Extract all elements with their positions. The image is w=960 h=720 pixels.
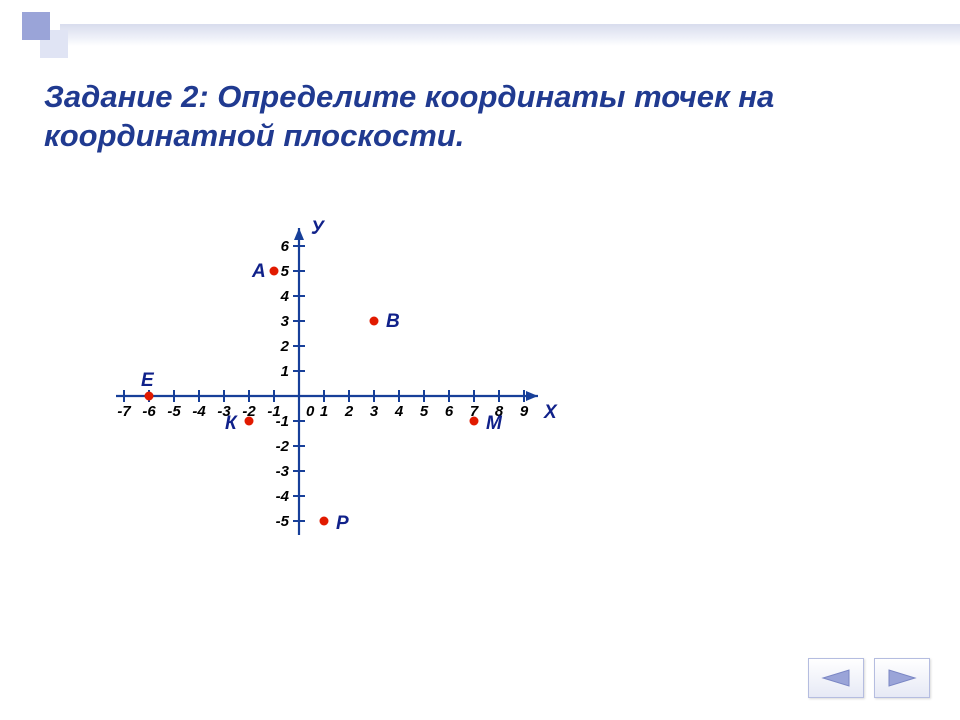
svg-text:M: M	[486, 413, 503, 434]
svg-text:P: P	[336, 513, 349, 534]
svg-text:6: 6	[445, 403, 454, 420]
svg-text:4: 4	[280, 288, 290, 305]
svg-text:5: 5	[281, 263, 290, 280]
next-button[interactable]	[874, 658, 930, 698]
svg-text:4: 4	[394, 403, 404, 420]
svg-text:5: 5	[420, 403, 429, 420]
svg-text:-5: -5	[167, 403, 181, 420]
slide-title: Задание 2: Определите координаты точек н…	[44, 78, 916, 156]
svg-text:2: 2	[344, 403, 354, 420]
svg-text:3: 3	[370, 403, 379, 420]
svg-text:-4: -4	[276, 488, 290, 505]
svg-text:3: 3	[281, 313, 290, 330]
chart-svg: -7-6-5-4-3-2-11234567890-5-4-3-2-1123456…	[92, 170, 592, 600]
svg-text:-3: -3	[276, 463, 290, 480]
svg-text:9: 9	[520, 403, 529, 420]
coordinate-plane-chart: -7-6-5-4-3-2-11234567890-5-4-3-2-1123456…	[92, 170, 592, 600]
svg-text:1: 1	[281, 363, 289, 380]
svg-text:-4: -4	[192, 403, 206, 420]
header-strip	[60, 24, 960, 46]
svg-text:-7: -7	[117, 403, 131, 420]
svg-text:2: 2	[280, 338, 290, 355]
svg-text:-5: -5	[276, 513, 290, 530]
svg-text:6: 6	[281, 238, 290, 255]
arrow-right-icon	[887, 667, 917, 689]
svg-text:У: У	[311, 218, 326, 239]
prev-button[interactable]	[808, 658, 864, 698]
svg-text:-1: -1	[276, 413, 289, 430]
svg-text:-2: -2	[276, 438, 290, 455]
svg-text:-6: -6	[142, 403, 156, 420]
nav-buttons	[808, 658, 930, 698]
svg-text:E: E	[141, 370, 155, 391]
arrow-left-icon	[821, 667, 851, 689]
svg-text:X: X	[543, 402, 558, 423]
svg-text:A: A	[251, 261, 266, 282]
svg-text:К: К	[225, 413, 238, 434]
svg-text:0: 0	[306, 403, 315, 420]
header-decoration	[22, 12, 102, 62]
svg-text:1: 1	[320, 403, 328, 420]
svg-text:B: B	[386, 311, 400, 332]
